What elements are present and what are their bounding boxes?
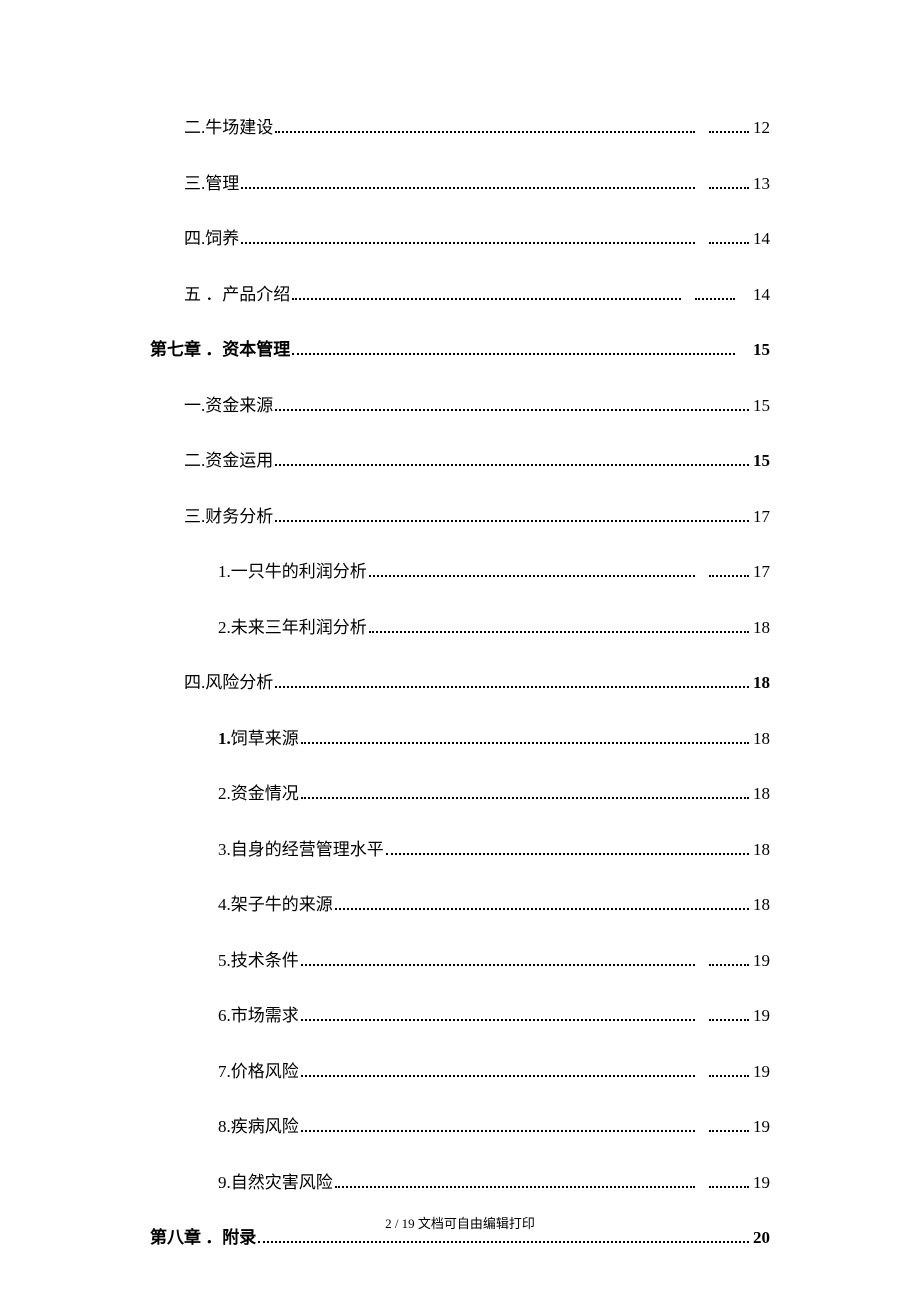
toc-row: 3.自身的经营管理水平 18: [150, 837, 770, 863]
toc-row: 第七章 ．资本管理 15: [150, 337, 770, 363]
toc-leader: [292, 298, 681, 300]
toc-page: 14: [753, 226, 770, 252]
toc-label: 6.市场需求: [218, 1003, 299, 1029]
toc-row: 1.一只牛的利润分析 17: [150, 559, 770, 585]
toc-row: 6.市场需求 19: [150, 1003, 770, 1029]
toc-label: 9.自然灾害风险: [218, 1170, 333, 1196]
toc-label: 8.疾病风险: [218, 1114, 299, 1140]
toc-leader: [241, 187, 695, 189]
toc-leader: [369, 631, 749, 633]
toc-leader: [275, 464, 749, 466]
toc-row: 二.牛场建设 12: [150, 115, 770, 141]
toc-label: 三.财务分析: [184, 504, 273, 530]
toc-leader: [709, 1130, 749, 1132]
toc-row: 一.资金来源 15: [150, 393, 770, 419]
toc-leader: [292, 353, 735, 355]
toc-row: 1.饲草来源 18: [150, 726, 770, 752]
toc-leader: [275, 520, 749, 522]
toc-label: 二.牛场建设: [184, 115, 273, 141]
toc-leader: [386, 853, 749, 855]
toc-row: 4.架子牛的来源 18: [150, 892, 770, 918]
toc-label: 7.价格风险: [218, 1059, 299, 1085]
toc-page: 19: [753, 1059, 770, 1085]
toc-leader: [335, 908, 749, 910]
toc-label: 四.饲养: [184, 226, 239, 252]
toc-row: 9.自然灾害风险 19: [150, 1170, 770, 1196]
page-footer: 2 / 19 文档可自由编辑打印: [0, 1213, 920, 1232]
toc-leader: [275, 131, 695, 133]
toc-page: 17: [753, 504, 770, 530]
toc-page: 17: [753, 559, 770, 585]
toc-leader: [335, 1186, 695, 1188]
toc-row: 8.疾病风险 19: [150, 1114, 770, 1140]
toc-leader: [258, 1241, 749, 1243]
toc-label: 2.资金情况: [218, 781, 299, 807]
toc-page: 19: [753, 1114, 770, 1140]
toc-leader: [275, 686, 749, 688]
toc-label: 四.风险分析: [184, 670, 273, 696]
toc-leader: [301, 964, 695, 966]
toc-label: 二.资金运用: [184, 448, 273, 474]
toc-label: 3.自身的经营管理水平: [218, 837, 384, 863]
toc-leader: [709, 1019, 749, 1021]
toc-leader: [695, 298, 735, 300]
toc-leader: [301, 1019, 695, 1021]
toc-page: 18: [753, 837, 770, 863]
toc-row: 三.管理 13: [150, 171, 770, 197]
toc-page: 18: [753, 781, 770, 807]
toc-leader: [301, 742, 749, 744]
toc-label: 第七章 ．资本管理: [150, 337, 290, 363]
toc-leader: [709, 964, 749, 966]
toc-leader: [709, 187, 749, 189]
toc-page: 19: [753, 948, 770, 974]
toc-label: 5.技术条件: [218, 948, 299, 974]
toc-leader: [301, 797, 749, 799]
toc-leader: [275, 409, 749, 411]
toc-content: 二.牛场建设 12 三.管理 13 四.饲养 14 五 ．产品介绍 14 第七章 ．资本管理 15…: [0, 0, 920, 1251]
toc-page: 19: [753, 1003, 770, 1029]
toc-page: 18: [753, 670, 770, 696]
toc-label: 1.: [218, 726, 231, 752]
toc-row: 2.未来三年利润分析 18: [150, 615, 770, 641]
toc-label: 4.架子牛的来源: [218, 892, 333, 918]
toc-row: 五 ．产品介绍 14: [150, 282, 770, 308]
toc-page: 18: [753, 615, 770, 641]
toc-label: 三.管理: [184, 171, 239, 197]
toc-page: 15: [753, 448, 770, 474]
toc-page: 15: [753, 393, 770, 419]
toc-row: 四.风险分析 18: [150, 670, 770, 696]
toc-page: 18: [753, 892, 770, 918]
toc-label: 一.资金来源: [184, 393, 273, 419]
toc-leader: [709, 242, 749, 244]
toc-leader: [709, 1075, 749, 1077]
toc-label: 五 ．产品介绍: [184, 282, 290, 308]
toc-page: 19: [753, 1170, 770, 1196]
toc-row: 5.技术条件 19: [150, 948, 770, 974]
toc-label: 1.一只牛的利润分析: [218, 559, 367, 585]
toc-row: 7.价格风险 19: [150, 1059, 770, 1085]
toc-leader: [709, 131, 749, 133]
toc-row: 2.资金情况 18: [150, 781, 770, 807]
toc-label: 2.未来三年利润分析: [218, 615, 367, 641]
toc-leader: [709, 575, 749, 577]
toc-page: 15: [753, 337, 770, 363]
toc-row: 三.财务分析 17: [150, 504, 770, 530]
toc-leader: [301, 1130, 695, 1132]
toc-row: 二.资金运用 15: [150, 448, 770, 474]
toc-leader: [241, 242, 695, 244]
toc-page: 18: [753, 726, 770, 752]
toc-leader: [301, 1075, 695, 1077]
toc-label-suffix: 饲草来源: [231, 726, 299, 752]
toc-page: 14: [753, 282, 770, 308]
toc-page: 12: [753, 115, 770, 141]
toc-page: 13: [753, 171, 770, 197]
toc-leader: [709, 1186, 749, 1188]
toc-leader: [369, 575, 695, 577]
toc-row: 四.饲养 14: [150, 226, 770, 252]
